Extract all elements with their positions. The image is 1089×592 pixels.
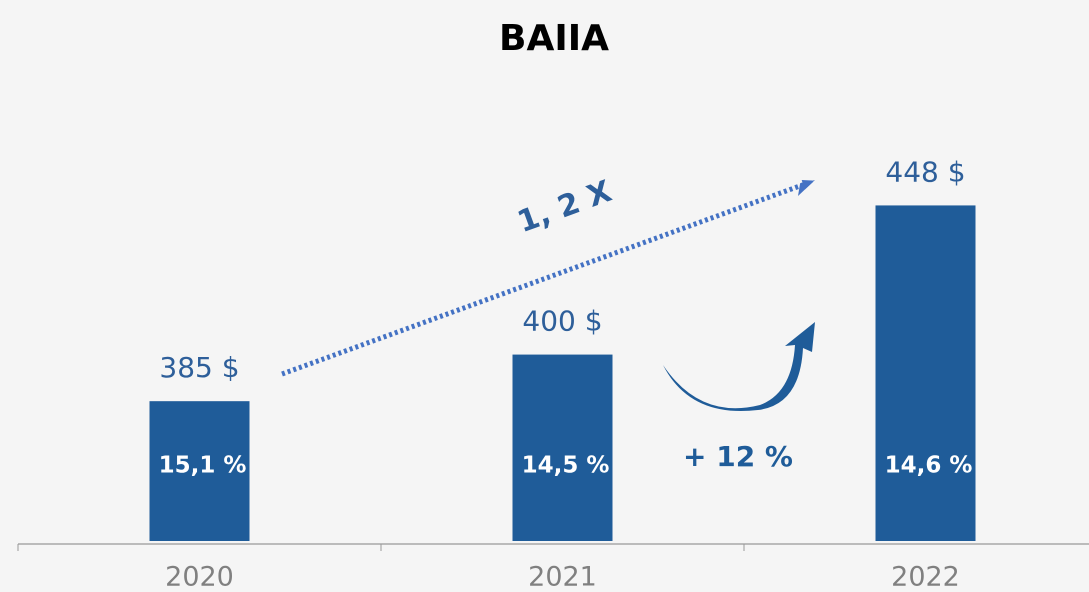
value-label: 385 $ <box>159 351 239 384</box>
value-label: 400 $ <box>522 305 602 338</box>
bar <box>512 354 613 541</box>
margin-label: 14,6 % <box>885 453 973 479</box>
margin-label: 15,1 % <box>159 453 247 479</box>
bar <box>149 401 250 541</box>
bar <box>875 205 976 541</box>
x-tick-label: 2020 <box>165 562 234 592</box>
margin-label: 14,5 % <box>522 453 610 479</box>
x-tick-label: 2021 <box>528 562 597 592</box>
x-tick-label: 2022 <box>891 562 960 592</box>
arrow-head <box>798 180 815 196</box>
value-label: 448 $ <box>885 155 965 188</box>
change-annotation: + 12 % <box>683 440 793 473</box>
chart-title: BAIIA <box>499 18 609 59</box>
